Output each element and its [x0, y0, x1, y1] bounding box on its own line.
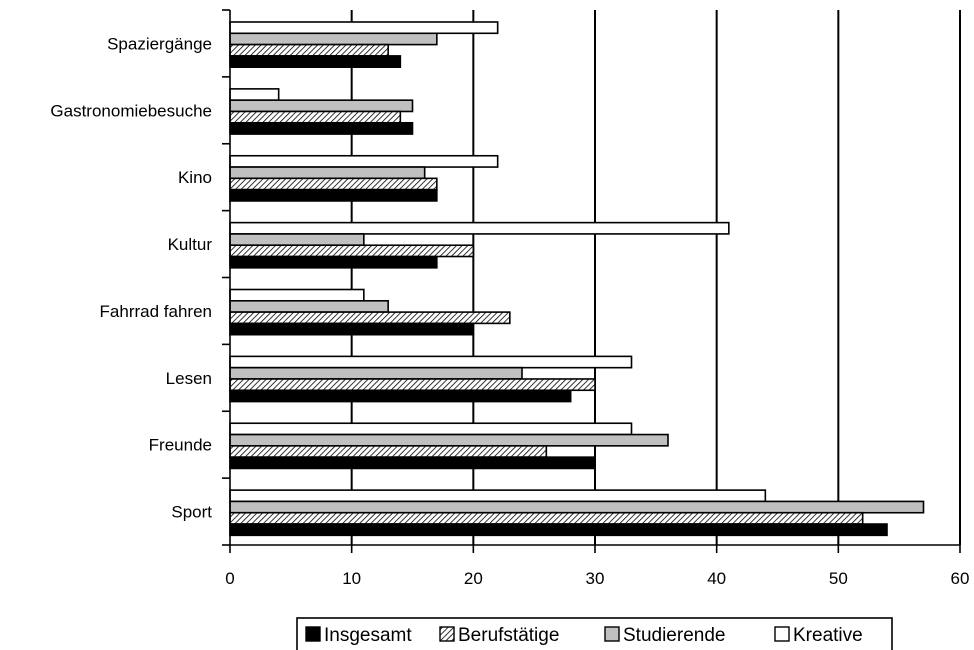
category-label: Sport — [171, 503, 212, 522]
bar-kreative-7 — [229, 489, 767, 503]
bar-kreative-2 — [229, 154, 499, 168]
category-label: Kino — [178, 168, 212, 187]
bar-insgesamt-3 — [229, 255, 438, 269]
legend-label: Berufstätige — [458, 625, 559, 646]
bar-insgesamt-0 — [229, 55, 402, 69]
bar-insgesamt-5 — [229, 389, 572, 403]
category-label: Fahrrad fahren — [100, 302, 212, 321]
legend-swatch-berufstätige — [439, 626, 455, 642]
bar-insgesamt-1 — [229, 121, 414, 135]
x-tick-label: 30 — [586, 569, 605, 588]
bar-berufstätige-4 — [229, 311, 511, 325]
bar-berufstätige-6 — [229, 445, 548, 458]
bar-studierende-4 — [229, 299, 389, 313]
category-label: Spaziergänge — [107, 34, 212, 53]
bar-berufstätige-2 — [229, 177, 438, 191]
bar-berufstätige-1 — [229, 110, 402, 124]
legend-box — [296, 617, 893, 650]
bar-kreative-4 — [229, 288, 365, 302]
bar-insgesamt-7 — [229, 523, 888, 537]
bar-studierende-2 — [229, 166, 426, 180]
bar-studierende-3 — [229, 233, 365, 247]
x-tick-label: 60 — [951, 569, 970, 588]
x-tick-label: 50 — [829, 569, 848, 588]
bar-studierende-7 — [229, 500, 925, 514]
legend-label: Studierende — [623, 625, 725, 646]
bar-berufstätige-3 — [229, 244, 475, 258]
bar-kreative-6 — [229, 422, 633, 436]
bar-kreative-1 — [229, 88, 280, 101]
category-label: Kultur — [168, 235, 213, 254]
legend-label: Insgesamt — [324, 625, 412, 646]
x-tick-label: 0 — [225, 569, 234, 588]
bar-berufstätige-5 — [229, 378, 596, 392]
x-tick-label: 10 — [342, 569, 361, 588]
bar-insgesamt-6 — [229, 456, 596, 470]
legend-swatch-studierende — [604, 626, 620, 642]
bar-kreative-5 — [229, 355, 633, 369]
x-tick-label: 40 — [707, 569, 726, 588]
bar-studierende-5 — [229, 366, 523, 380]
bar-kreative-0 — [229, 21, 499, 35]
bar-studierende-6 — [229, 433, 669, 447]
x-tick-label: 20 — [464, 569, 483, 588]
legend-swatch-kreative — [774, 626, 790, 642]
bar-kreative-3 — [229, 221, 730, 235]
bar-berufstätige-0 — [229, 43, 389, 57]
bar-insgesamt-2 — [229, 188, 438, 202]
category-label: Lesen — [166, 369, 212, 388]
category-label: Gastronomiebesuche — [50, 101, 212, 120]
legend-label: Kreative — [793, 625, 863, 646]
bar-studierende-0 — [229, 32, 438, 46]
bar-studierende-1 — [229, 99, 414, 113]
bar-insgesamt-4 — [229, 322, 475, 336]
bar-berufstätige-7 — [229, 511, 864, 525]
category-label: Freunde — [149, 436, 212, 455]
legend-swatch-insgesamt — [305, 626, 321, 642]
